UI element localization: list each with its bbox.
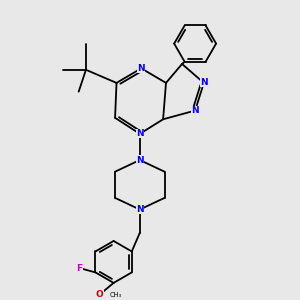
Text: F: F <box>76 263 82 272</box>
Text: CH₃: CH₃ <box>110 292 122 298</box>
Text: N: N <box>200 78 208 87</box>
Text: O: O <box>96 290 104 299</box>
Text: N: N <box>191 106 199 115</box>
Text: N: N <box>136 205 144 214</box>
Text: N: N <box>136 129 144 138</box>
Text: N: N <box>137 64 145 73</box>
Text: N: N <box>136 155 144 164</box>
